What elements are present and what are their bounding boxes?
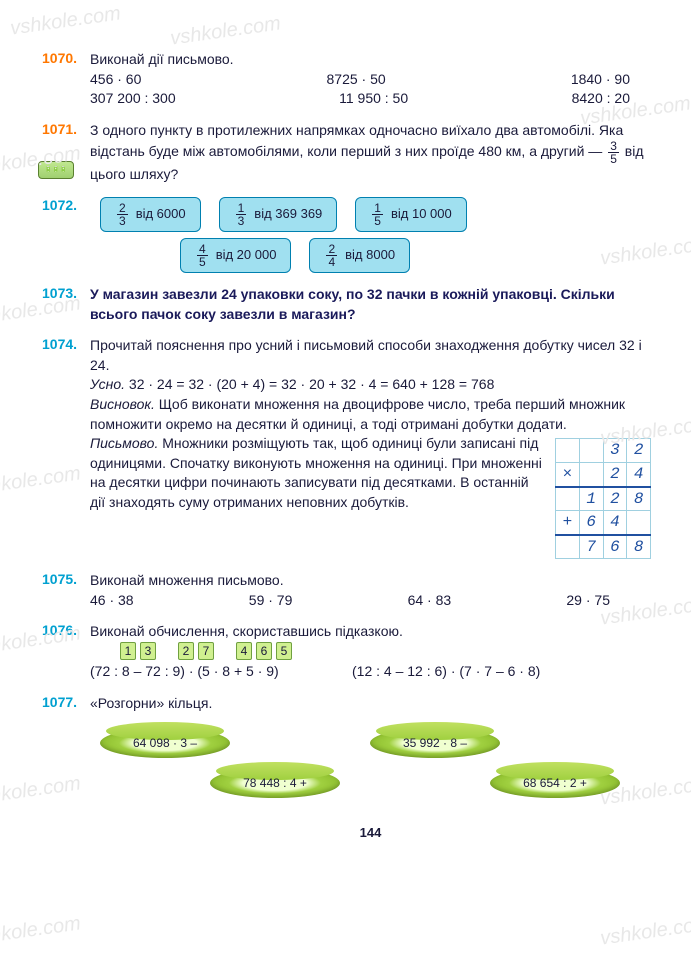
label-pysmovo: Письмово. — [90, 435, 158, 451]
expr: 1840 · 90 — [571, 70, 630, 90]
hint-digit: 1 — [120, 642, 136, 660]
exercise-1075: 1075. Виконай множення письмово. 46 · 38… — [90, 571, 651, 610]
expr: 456 · 60 — [90, 70, 141, 90]
watermark: vshkole.com — [599, 912, 691, 950]
exercise-text: З одного пункту в протилежних напрямках … — [90, 122, 623, 160]
exercise-text: У магазин завезли 24 упаковки соку, по 3… — [90, 285, 651, 324]
exercise-title: Виконай дії письмово. — [90, 50, 651, 70]
fraction-pill: 45від 20 000 — [180, 238, 291, 273]
exercise-number: 1077. — [42, 694, 77, 710]
exercise-title: Виконай обчислення, скориставшись підказ… — [90, 622, 651, 642]
exercise-1073: 1073. У магазин завезли 24 упаковки соку… — [90, 285, 651, 324]
watermark: vshkole.com — [0, 772, 82, 810]
hint-digit: 3 — [140, 642, 156, 660]
ring: 78 448 : 4 + — [210, 768, 340, 798]
exercise-1076: 1076. Виконай обчислення, скориставшись … — [90, 622, 651, 681]
exercise-1070: 1070. Виконай дії письмово. 456 · 60 872… — [90, 50, 651, 109]
expr: 11 950 : 50 — [339, 89, 408, 109]
expr: 46 · 38 — [90, 591, 134, 611]
exercise-1074: 1074. Прочитай пояснення про усний і пис… — [90, 336, 651, 559]
fraction-pill: 13від 369 369 — [219, 197, 338, 232]
hint-digit: 4 — [236, 642, 252, 660]
hint-digit: 5 — [276, 642, 292, 660]
ring: 35 992 · 8 – — [370, 728, 500, 758]
written-text: Множники розміщують так, щоб одиниці бул… — [90, 435, 542, 510]
exercise-text: Прочитай пояснення про усний і письмовий… — [90, 336, 651, 375]
expr: 307 200 : 300 — [90, 89, 176, 109]
expr: (12 : 4 – 12 : 6) · (7 · 7 – 6 · 8) — [352, 662, 540, 682]
watermark: vshkole.com — [0, 462, 82, 500]
expr: 8725 · 50 — [327, 70, 386, 90]
fraction-pill: 23від 6000 — [100, 197, 201, 232]
exercise-number: 1071. — [42, 121, 77, 137]
expr: (72 : 8 – 72 : 9) · (5 · 8 + 5 · 9) — [90, 662, 292, 682]
fraction-pill: 15від 10 000 — [355, 197, 466, 232]
exercise-1072: 1072. 23від 600013від 369 36915від 10 00… — [90, 197, 651, 273]
multiplication-grid: 32 ×24 128 +64 768 — [555, 438, 651, 559]
hint-digit: 2 — [178, 642, 194, 660]
exercise-number: 1073. — [42, 285, 77, 301]
exercise-title: «Розгорни» кільця. — [90, 694, 651, 714]
conclusion-text: Щоб виконати множення на двоцифрове числ… — [90, 396, 625, 432]
battery-icon — [38, 161, 74, 179]
exercise-number: 1074. — [42, 336, 77, 352]
expr: 64 · 83 — [408, 591, 452, 611]
fraction-pill: 24від 8000 — [309, 238, 410, 273]
label-usno: Усно. — [90, 376, 125, 392]
watermark: vshkole.com — [9, 2, 122, 40]
expr: 29 · 75 — [566, 591, 610, 611]
expr: 8420 : 20 — [572, 89, 630, 109]
exercise-number: 1070. — [42, 50, 77, 66]
calc-line: 32 · 24 = 32 · (20 + 4) = 32 · 20 + 32 ·… — [129, 376, 494, 392]
hint-digit: 6 — [256, 642, 272, 660]
hint-digit: 7 — [198, 642, 214, 660]
exercise-1071: 1071. З одного пункту в протилежних напр… — [90, 121, 651, 185]
exercise-1077: 1077. «Розгорни» кільця. 64 098 · 3 – 78… — [90, 694, 651, 814]
ring: 64 098 · 3 – — [100, 728, 230, 758]
watermark: vshkole.com — [169, 12, 282, 50]
fraction: 3 5 — [608, 140, 619, 165]
exercise-number: 1075. — [42, 571, 77, 587]
page-number: 144 — [90, 825, 651, 840]
exercise-number: 1072. — [42, 197, 77, 213]
exercise-title: Виконай множення письмово. — [90, 571, 651, 591]
watermark: vshkole.com — [0, 912, 82, 950]
expr: 59 · 79 — [249, 591, 293, 611]
exercise-number: 1076. — [42, 622, 77, 638]
ring: 68 654 : 2 + — [490, 768, 620, 798]
label-vysnovok: Висновок. — [90, 396, 155, 412]
